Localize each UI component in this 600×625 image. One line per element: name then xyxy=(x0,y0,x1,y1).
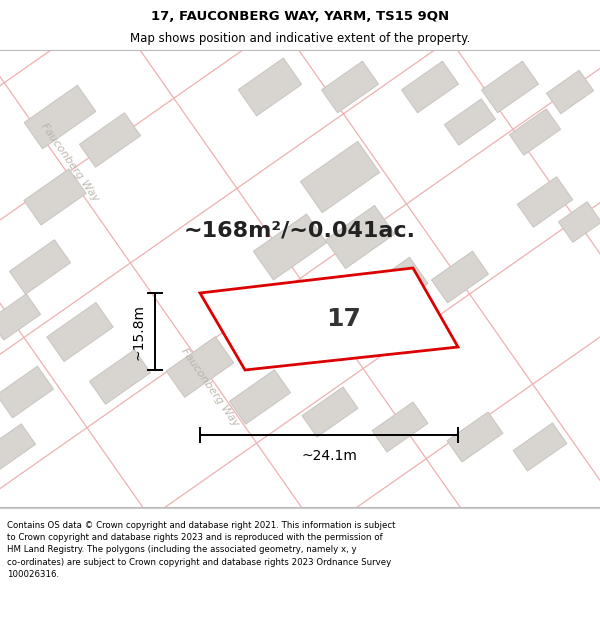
Polygon shape xyxy=(509,109,560,155)
Polygon shape xyxy=(279,284,341,340)
Polygon shape xyxy=(0,366,53,418)
Polygon shape xyxy=(517,177,572,227)
Polygon shape xyxy=(24,169,86,225)
Polygon shape xyxy=(445,99,496,145)
Polygon shape xyxy=(253,214,326,280)
Polygon shape xyxy=(322,61,379,112)
Text: 17, FAUCONBERG WAY, YARM, TS15 9QN: 17, FAUCONBERG WAY, YARM, TS15 9QN xyxy=(151,10,449,23)
Polygon shape xyxy=(10,240,71,294)
Polygon shape xyxy=(481,61,539,112)
Polygon shape xyxy=(362,258,428,317)
Text: Contains OS data © Crown copyright and database right 2021. This information is : Contains OS data © Crown copyright and d… xyxy=(7,521,396,579)
Polygon shape xyxy=(547,70,593,114)
Polygon shape xyxy=(47,302,113,361)
Text: ~24.1m: ~24.1m xyxy=(301,449,357,463)
Text: Fauconberg Way: Fauconberg Way xyxy=(179,346,241,428)
Polygon shape xyxy=(513,423,567,471)
Polygon shape xyxy=(431,251,488,302)
Polygon shape xyxy=(229,370,290,424)
Text: ~15.8m: ~15.8m xyxy=(131,304,145,359)
Polygon shape xyxy=(79,112,140,168)
Polygon shape xyxy=(302,387,358,437)
Polygon shape xyxy=(0,424,35,470)
Polygon shape xyxy=(559,202,600,242)
Polygon shape xyxy=(24,85,96,149)
Polygon shape xyxy=(301,141,380,212)
Text: ~168m²/~0.041ac.: ~168m²/~0.041ac. xyxy=(184,220,416,240)
Text: Map shows position and indicative extent of the property.: Map shows position and indicative extent… xyxy=(130,32,470,45)
Text: Fauconberg Way: Fauconberg Way xyxy=(39,121,101,203)
Polygon shape xyxy=(89,350,151,404)
Polygon shape xyxy=(401,61,458,112)
Text: 17: 17 xyxy=(326,308,361,331)
Polygon shape xyxy=(447,412,503,462)
Polygon shape xyxy=(0,294,41,340)
Polygon shape xyxy=(238,58,302,116)
Polygon shape xyxy=(200,268,458,370)
Polygon shape xyxy=(166,337,234,398)
Polygon shape xyxy=(325,206,395,269)
Polygon shape xyxy=(372,402,428,452)
